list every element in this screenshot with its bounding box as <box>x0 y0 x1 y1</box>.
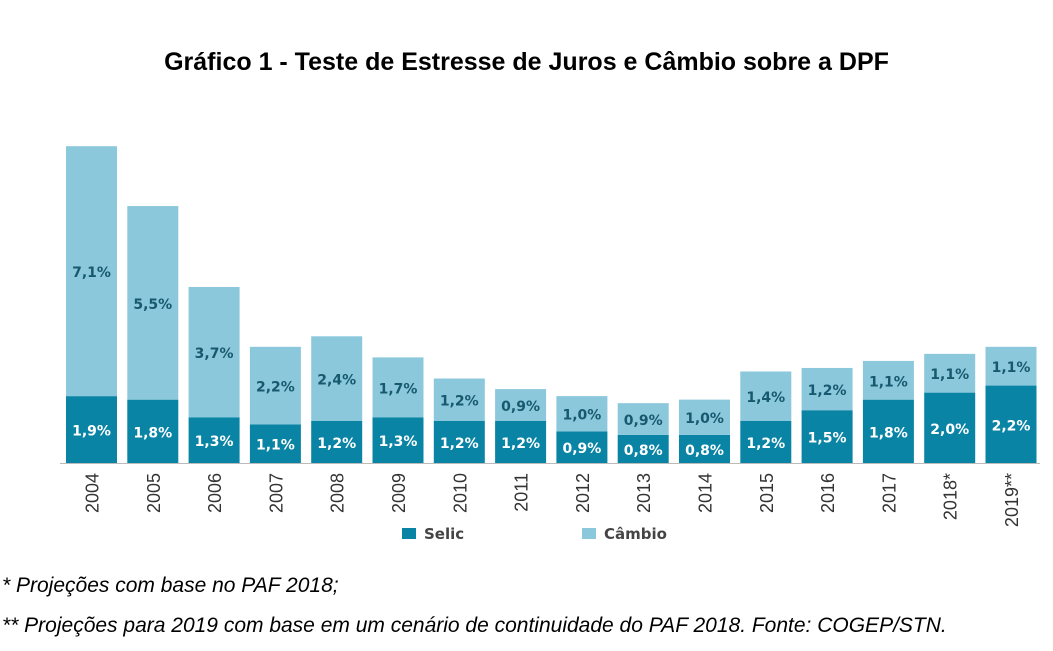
bar-câmbio-2018* <box>924 353 976 393</box>
legend-swatch-câmbio <box>582 528 596 539</box>
bar-selic-2011 <box>495 420 547 463</box>
data-label: 0,9% <box>624 413 663 429</box>
bar-selic-2012 <box>556 431 608 463</box>
bar-câmbio-2014 <box>679 399 730 435</box>
bar-selic-2009 <box>372 417 424 463</box>
data-label: 1,2% <box>501 436 540 452</box>
data-label: 1,3% <box>195 434 234 450</box>
x-tick-label: 2018* <box>941 473 961 520</box>
bar-câmbio-2007 <box>249 346 301 425</box>
data-label: 2,0% <box>930 422 969 438</box>
data-label: 0,9% <box>562 441 601 457</box>
data-label: 0,8% <box>624 443 663 459</box>
bar-selic-2010 <box>433 420 485 463</box>
data-label: 2,2% <box>992 418 1031 434</box>
bar-selic-2006 <box>188 417 240 463</box>
x-tick-label: 2019** <box>1002 473 1022 527</box>
x-tick-label: 2014 <box>696 473 716 513</box>
x-tick-label: 2013 <box>634 473 654 513</box>
data-label: 1,1% <box>930 367 969 383</box>
bar-selic-2017 <box>862 399 914 463</box>
footnote-1: * Projeções com base no PAF 2018; <box>2 574 339 597</box>
data-label: 2,4% <box>317 373 356 389</box>
bar-câmbio-2010 <box>433 378 485 421</box>
x-tick-label: 2011 <box>512 473 532 512</box>
x-tick-label: 2008 <box>328 473 348 513</box>
bar-selic-2019** <box>985 385 1037 463</box>
data-label: 1,8% <box>133 425 172 441</box>
data-label: 1,2% <box>440 394 479 410</box>
data-label: 7,1% <box>72 265 111 281</box>
data-label: 1,8% <box>869 425 908 441</box>
bar-selic-2004 <box>66 396 117 463</box>
data-label: 2,2% <box>256 380 295 396</box>
x-tick-label: 2016 <box>818 473 838 513</box>
data-label: 1,0% <box>685 411 724 427</box>
bar-selic-2008 <box>311 420 363 463</box>
x-tick-label: 2007 <box>266 473 286 513</box>
x-tick-label: 2006 <box>205 473 225 513</box>
data-label: 1,3% <box>379 434 418 450</box>
chart-title: Gráfico 1 - Teste de Estresse de Juros e… <box>164 48 889 76</box>
x-tick-label: 2004 <box>83 473 103 513</box>
data-label: 1,2% <box>440 436 479 452</box>
bar-selic-2005 <box>127 399 179 463</box>
data-label: 1,1% <box>992 360 1031 376</box>
x-tick-label: 2005 <box>144 473 164 513</box>
bar-selic-2015 <box>740 420 792 463</box>
legend-swatch-selic <box>402 528 416 539</box>
data-label: 1,5% <box>808 431 847 447</box>
bar-selic-2014 <box>679 434 730 463</box>
data-label: 1,2% <box>317 436 356 452</box>
data-label: 0,9% <box>501 399 540 415</box>
bar-câmbio-2013 <box>617 403 669 435</box>
footnote-2: ** Projeções para 2019 com base em um ce… <box>2 614 947 637</box>
data-label: 5,5% <box>133 297 172 313</box>
x-tick-label: 2010 <box>450 473 470 513</box>
legend-label-selic: Selic <box>424 525 464 543</box>
x-tick-label: 2009 <box>389 473 409 513</box>
bar-selic-2013 <box>617 434 669 463</box>
data-label: 1,0% <box>562 408 601 424</box>
bar-selic-2007 <box>249 424 301 463</box>
data-label: 3,7% <box>195 346 234 362</box>
bar-câmbio-2011 <box>495 389 547 421</box>
bar-câmbio-2009 <box>372 357 424 418</box>
x-tick-label: 2017 <box>879 473 899 513</box>
bar-câmbio-2017 <box>862 360 914 400</box>
legend-label-câmbio: Câmbio <box>604 525 667 543</box>
x-tick-label: 2015 <box>757 473 777 513</box>
bar-câmbio-2016 <box>801 367 853 411</box>
bar-câmbio-2005 <box>127 206 179 400</box>
data-label: 1,9% <box>72 424 111 440</box>
data-label: 1,7% <box>379 381 418 397</box>
bar-câmbio-2008 <box>311 336 363 421</box>
x-tick-label: 2012 <box>573 473 593 513</box>
data-label: 1,1% <box>256 438 295 454</box>
bar-câmbio-2012 <box>556 396 608 432</box>
bar-selic-2016 <box>801 410 853 463</box>
data-label: 1,2% <box>746 436 785 452</box>
bar-câmbio-2004 <box>66 146 117 397</box>
bar-câmbio-2019** <box>985 346 1037 386</box>
data-label: 1,2% <box>808 383 847 399</box>
data-label: 1,4% <box>746 390 785 406</box>
bar-câmbio-2006 <box>188 287 240 418</box>
bar-selic-2018* <box>924 392 976 463</box>
bar-câmbio-2015 <box>740 371 792 421</box>
data-label: 0,8% <box>685 443 724 459</box>
data-label: 1,1% <box>869 374 908 390</box>
